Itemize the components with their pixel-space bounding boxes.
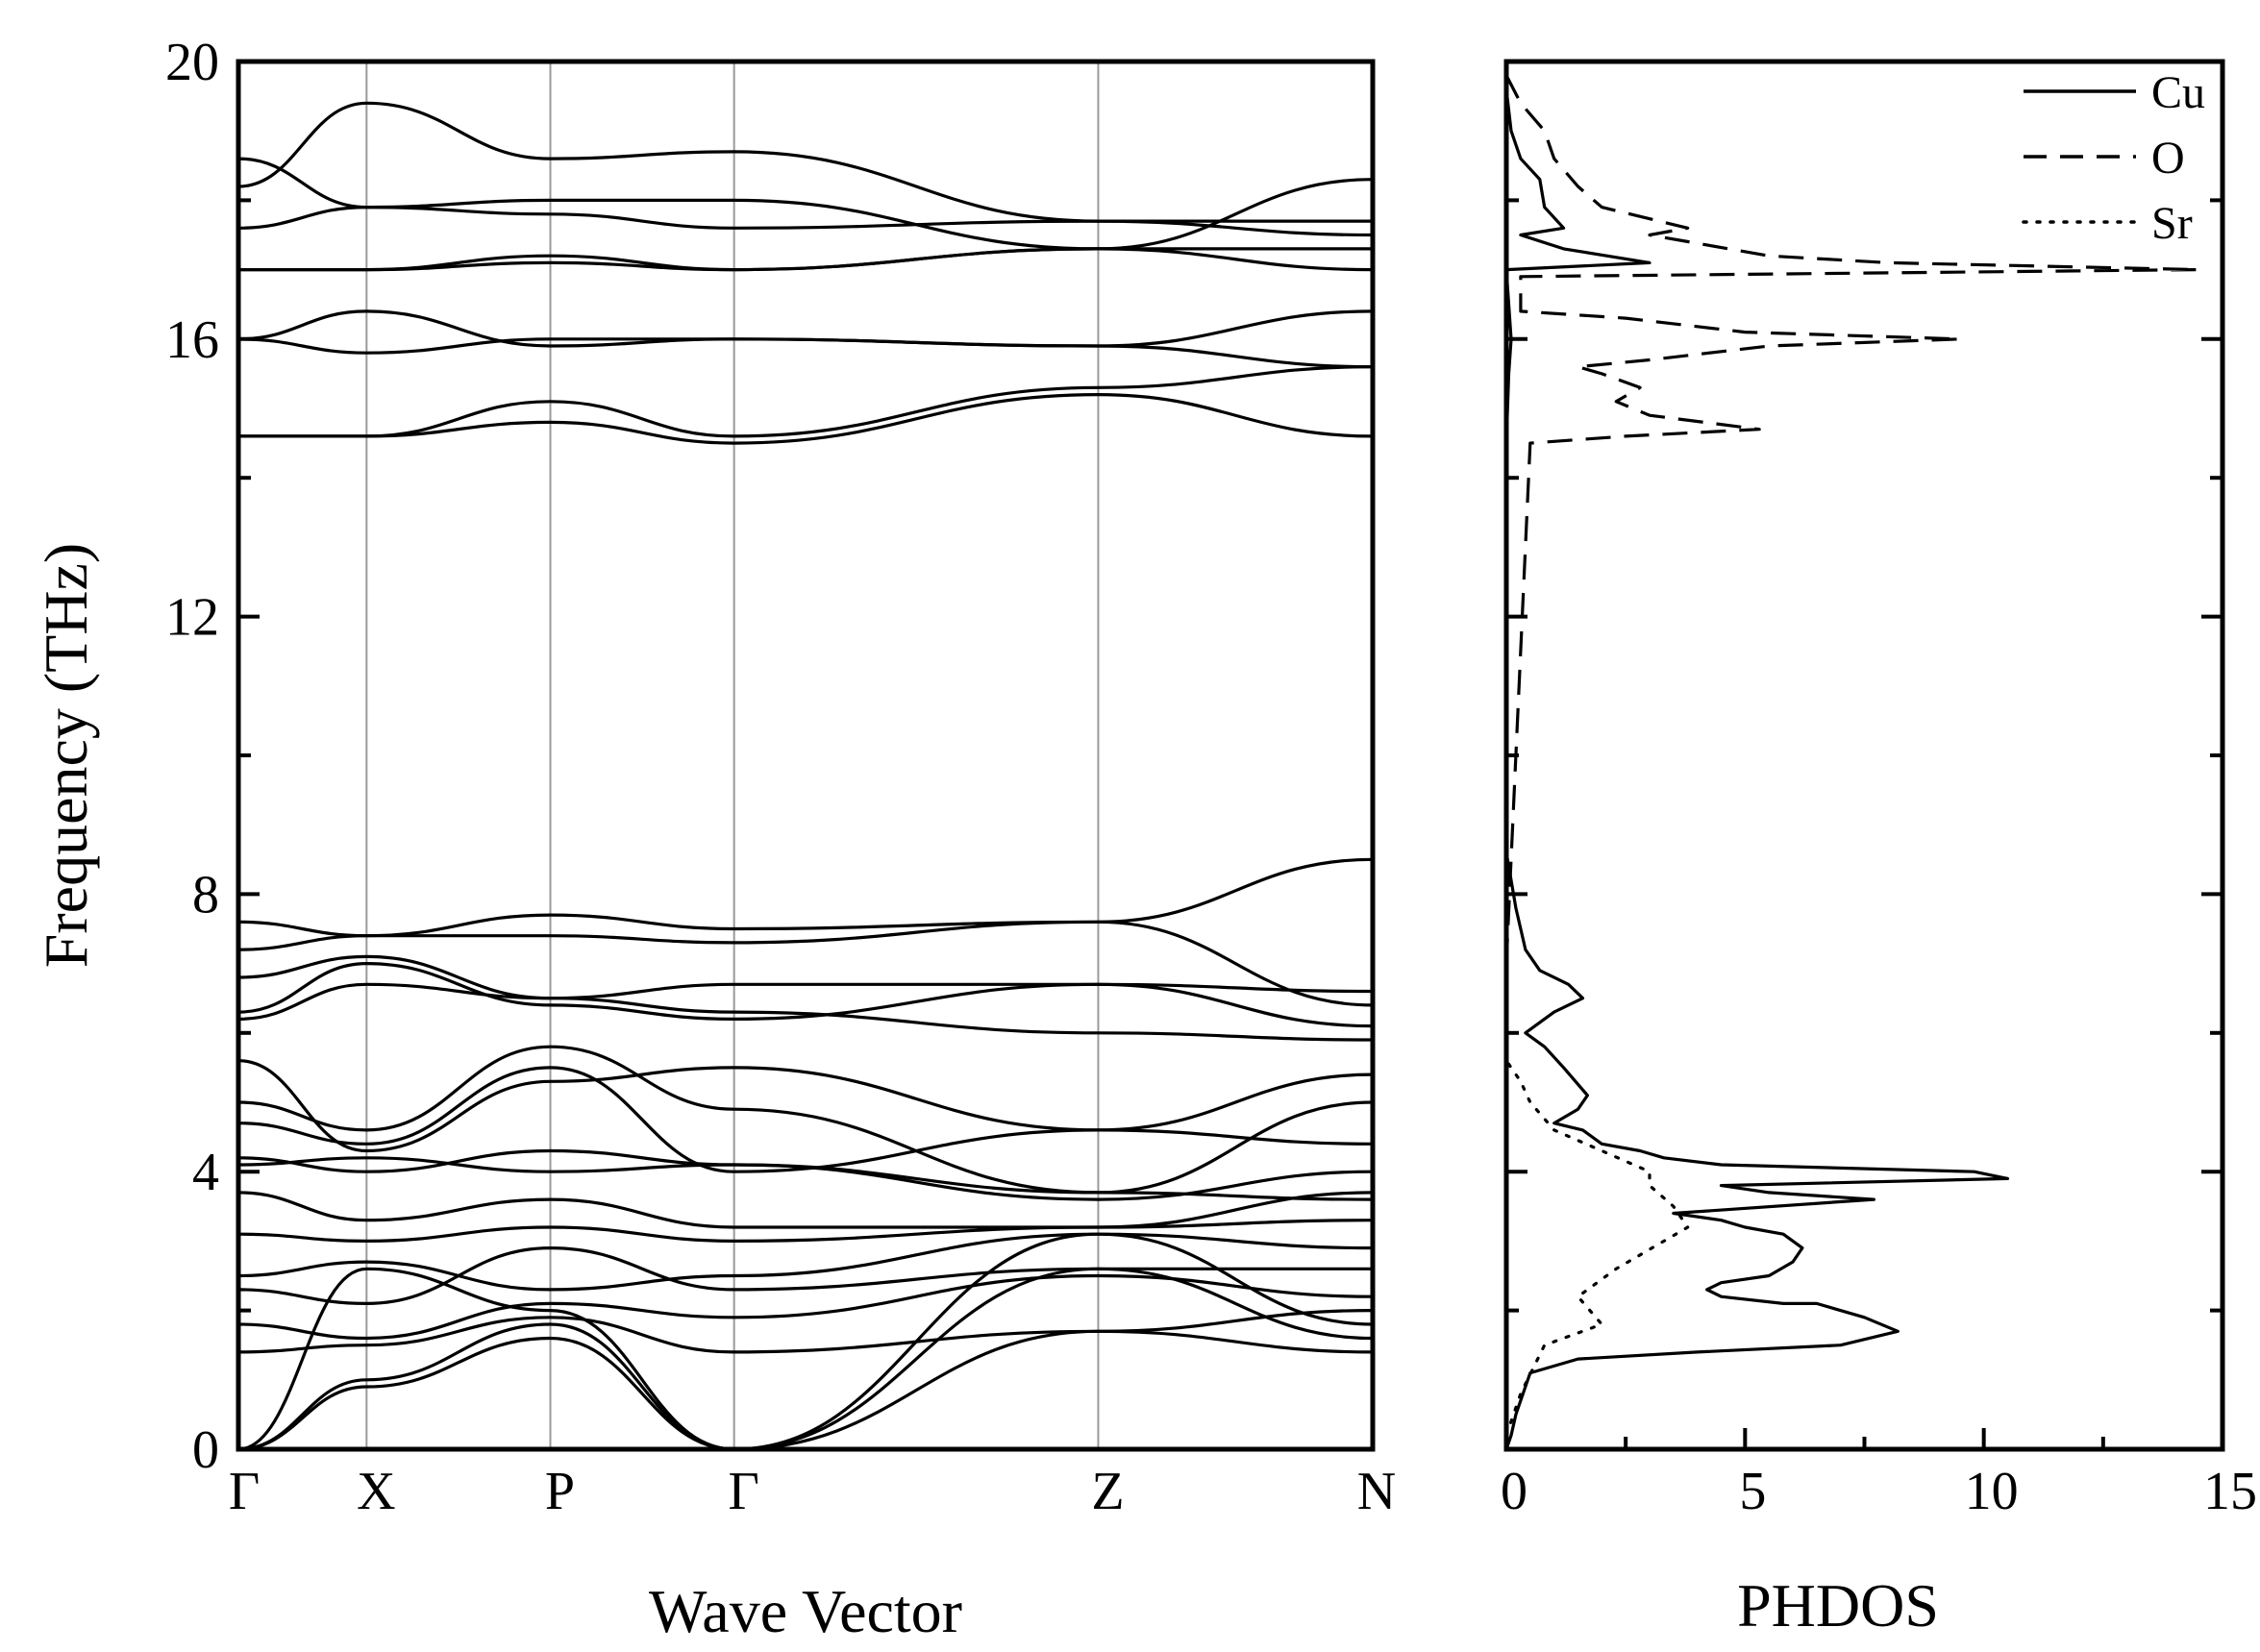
frequency-axis-ticks: 0 4 8 12 16 20 xyxy=(165,33,260,1480)
phonon-bands xyxy=(237,101,1374,1451)
band-optic-13 xyxy=(237,961,1374,1028)
band-optic-8 xyxy=(237,1148,1374,1201)
hs-label-5: N xyxy=(1357,1462,1396,1521)
band-optic-18 xyxy=(238,365,1374,438)
y-tick-label-20: 20 xyxy=(165,33,219,92)
band-optic-11 xyxy=(237,1059,1374,1153)
y-tick-label-16: 16 xyxy=(165,310,219,370)
band-optic-12 xyxy=(237,982,1374,1042)
band-optic-21 xyxy=(237,247,1374,272)
high-symmetry-gridlines xyxy=(365,62,1100,1449)
band-optic-3 xyxy=(237,1245,1373,1306)
hs-label-2: P xyxy=(545,1462,575,1521)
y-tick-label-8: 8 xyxy=(192,865,219,925)
band-optic-17 xyxy=(238,392,1374,445)
wave-vector-axis-title: Wave Vector xyxy=(649,1577,962,1645)
legend-label-cu: Cu xyxy=(2151,67,2205,118)
phdos-frequency-ticks xyxy=(1506,60,2223,1451)
phdos-axis-title: PHDOS xyxy=(1737,1571,1939,1640)
phdos-x-tick-label-15: 15 xyxy=(2203,1462,2257,1521)
band-optic-2 xyxy=(237,1273,1374,1341)
band-optic-4 xyxy=(237,1232,1374,1292)
band-optic-10 xyxy=(237,1045,1374,1195)
band-optic-7 xyxy=(237,1156,1374,1201)
y-tick-label-0: 0 xyxy=(192,1420,219,1480)
band-optic-24 xyxy=(237,101,1373,223)
band-optic-6 xyxy=(237,1191,1374,1229)
band-optic-14 xyxy=(237,954,1374,1000)
band-optic-25 xyxy=(237,157,1374,251)
frequency-axis-title: Frequency (THz) xyxy=(32,543,100,968)
phdos-legend: Cu O Sr xyxy=(2022,67,2205,249)
hs-label-1: X xyxy=(357,1462,395,1521)
phdos-curve-o xyxy=(1504,74,2200,964)
legend-label-sr: Sr xyxy=(2151,198,2193,249)
band-optic-22 xyxy=(237,247,1373,272)
phdos-x-tick-label-0: 0 xyxy=(1501,1462,1527,1521)
phdos-curve-cu xyxy=(1504,62,2010,1450)
band-optic-20 xyxy=(237,309,1374,348)
legend-label-o: O xyxy=(2151,133,2185,184)
dispersion-panel: 0 4 8 12 16 20 Γ X P Γ Z N Frequency (THz) Wave Ve… xyxy=(32,33,1396,1645)
hs-label-4: Z xyxy=(1091,1462,1124,1521)
phdos-x-tick-label-10: 10 xyxy=(1965,1462,2019,1521)
band-optic-9 xyxy=(237,1066,1374,1173)
phdos-curve-sr xyxy=(1504,1059,1690,1438)
phdos-panel: 0 5 10 15 PHDOS Cu O Sr xyxy=(1501,59,2257,1640)
hs-label-3: Γ xyxy=(728,1462,758,1521)
y-tick-label-4: 4 xyxy=(192,1143,219,1202)
band-optic-19 xyxy=(237,337,1374,369)
phdos-axis-ticks: 0 5 10 15 xyxy=(1501,1428,2257,1521)
band-optic-16 xyxy=(237,857,1374,945)
band-optic-5 xyxy=(237,1219,1374,1244)
band-acoustic-1 xyxy=(237,1329,1374,1451)
hs-label-0: Γ xyxy=(229,1462,260,1521)
phdos-curves xyxy=(1504,62,2200,1450)
y-tick-label-12: 12 xyxy=(165,588,219,648)
band-acoustic-2 xyxy=(237,1267,1374,1451)
band-optic-1 xyxy=(237,1309,1374,1354)
phdos-x-tick-label-5: 5 xyxy=(1739,1462,1766,1521)
band-acoustic-3 xyxy=(237,1232,1374,1451)
